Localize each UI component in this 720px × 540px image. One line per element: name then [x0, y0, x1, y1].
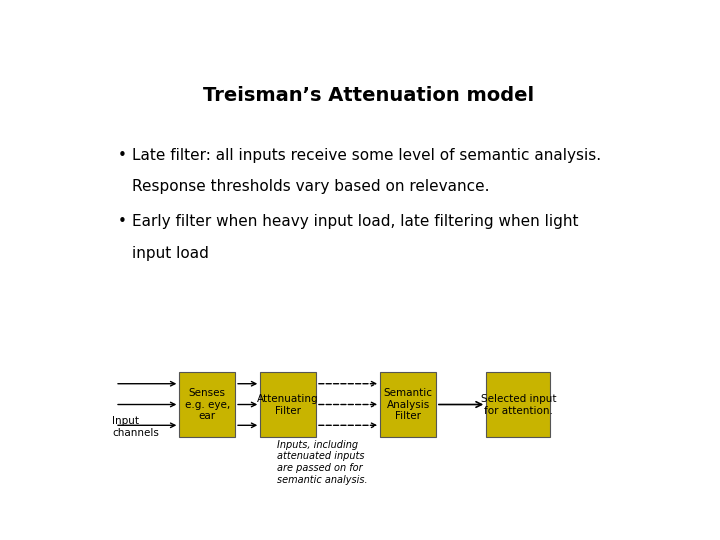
Text: Senses
e.g. eye,
ear: Senses e.g. eye, ear [184, 388, 230, 421]
Text: Response thresholds vary based on relevance.: Response thresholds vary based on releva… [132, 179, 490, 194]
Text: Input
channels: Input channels [112, 416, 159, 438]
Text: •: • [118, 148, 127, 163]
Text: Semantic
Analysis
Filter: Semantic Analysis Filter [384, 388, 433, 421]
Text: •: • [118, 214, 127, 230]
Text: Late filter: all inputs receive some level of semantic analysis.: Late filter: all inputs receive some lev… [132, 148, 601, 163]
FancyBboxPatch shape [486, 373, 550, 437]
Text: Attenuating
Filter: Attenuating Filter [257, 394, 319, 415]
Text: Early filter when heavy input load, late filtering when light: Early filter when heavy input load, late… [132, 214, 578, 230]
Text: Treisman’s Attenuation model: Treisman’s Attenuation model [204, 85, 534, 105]
Text: Inputs, including
attenuated inputs
are passed on for
semantic analysis.: Inputs, including attenuated inputs are … [277, 440, 367, 485]
FancyBboxPatch shape [179, 373, 235, 437]
Text: input load: input load [132, 246, 209, 261]
Text: Selected input
for attention.: Selected input for attention. [480, 394, 556, 415]
FancyBboxPatch shape [380, 373, 436, 437]
FancyBboxPatch shape [260, 373, 316, 437]
